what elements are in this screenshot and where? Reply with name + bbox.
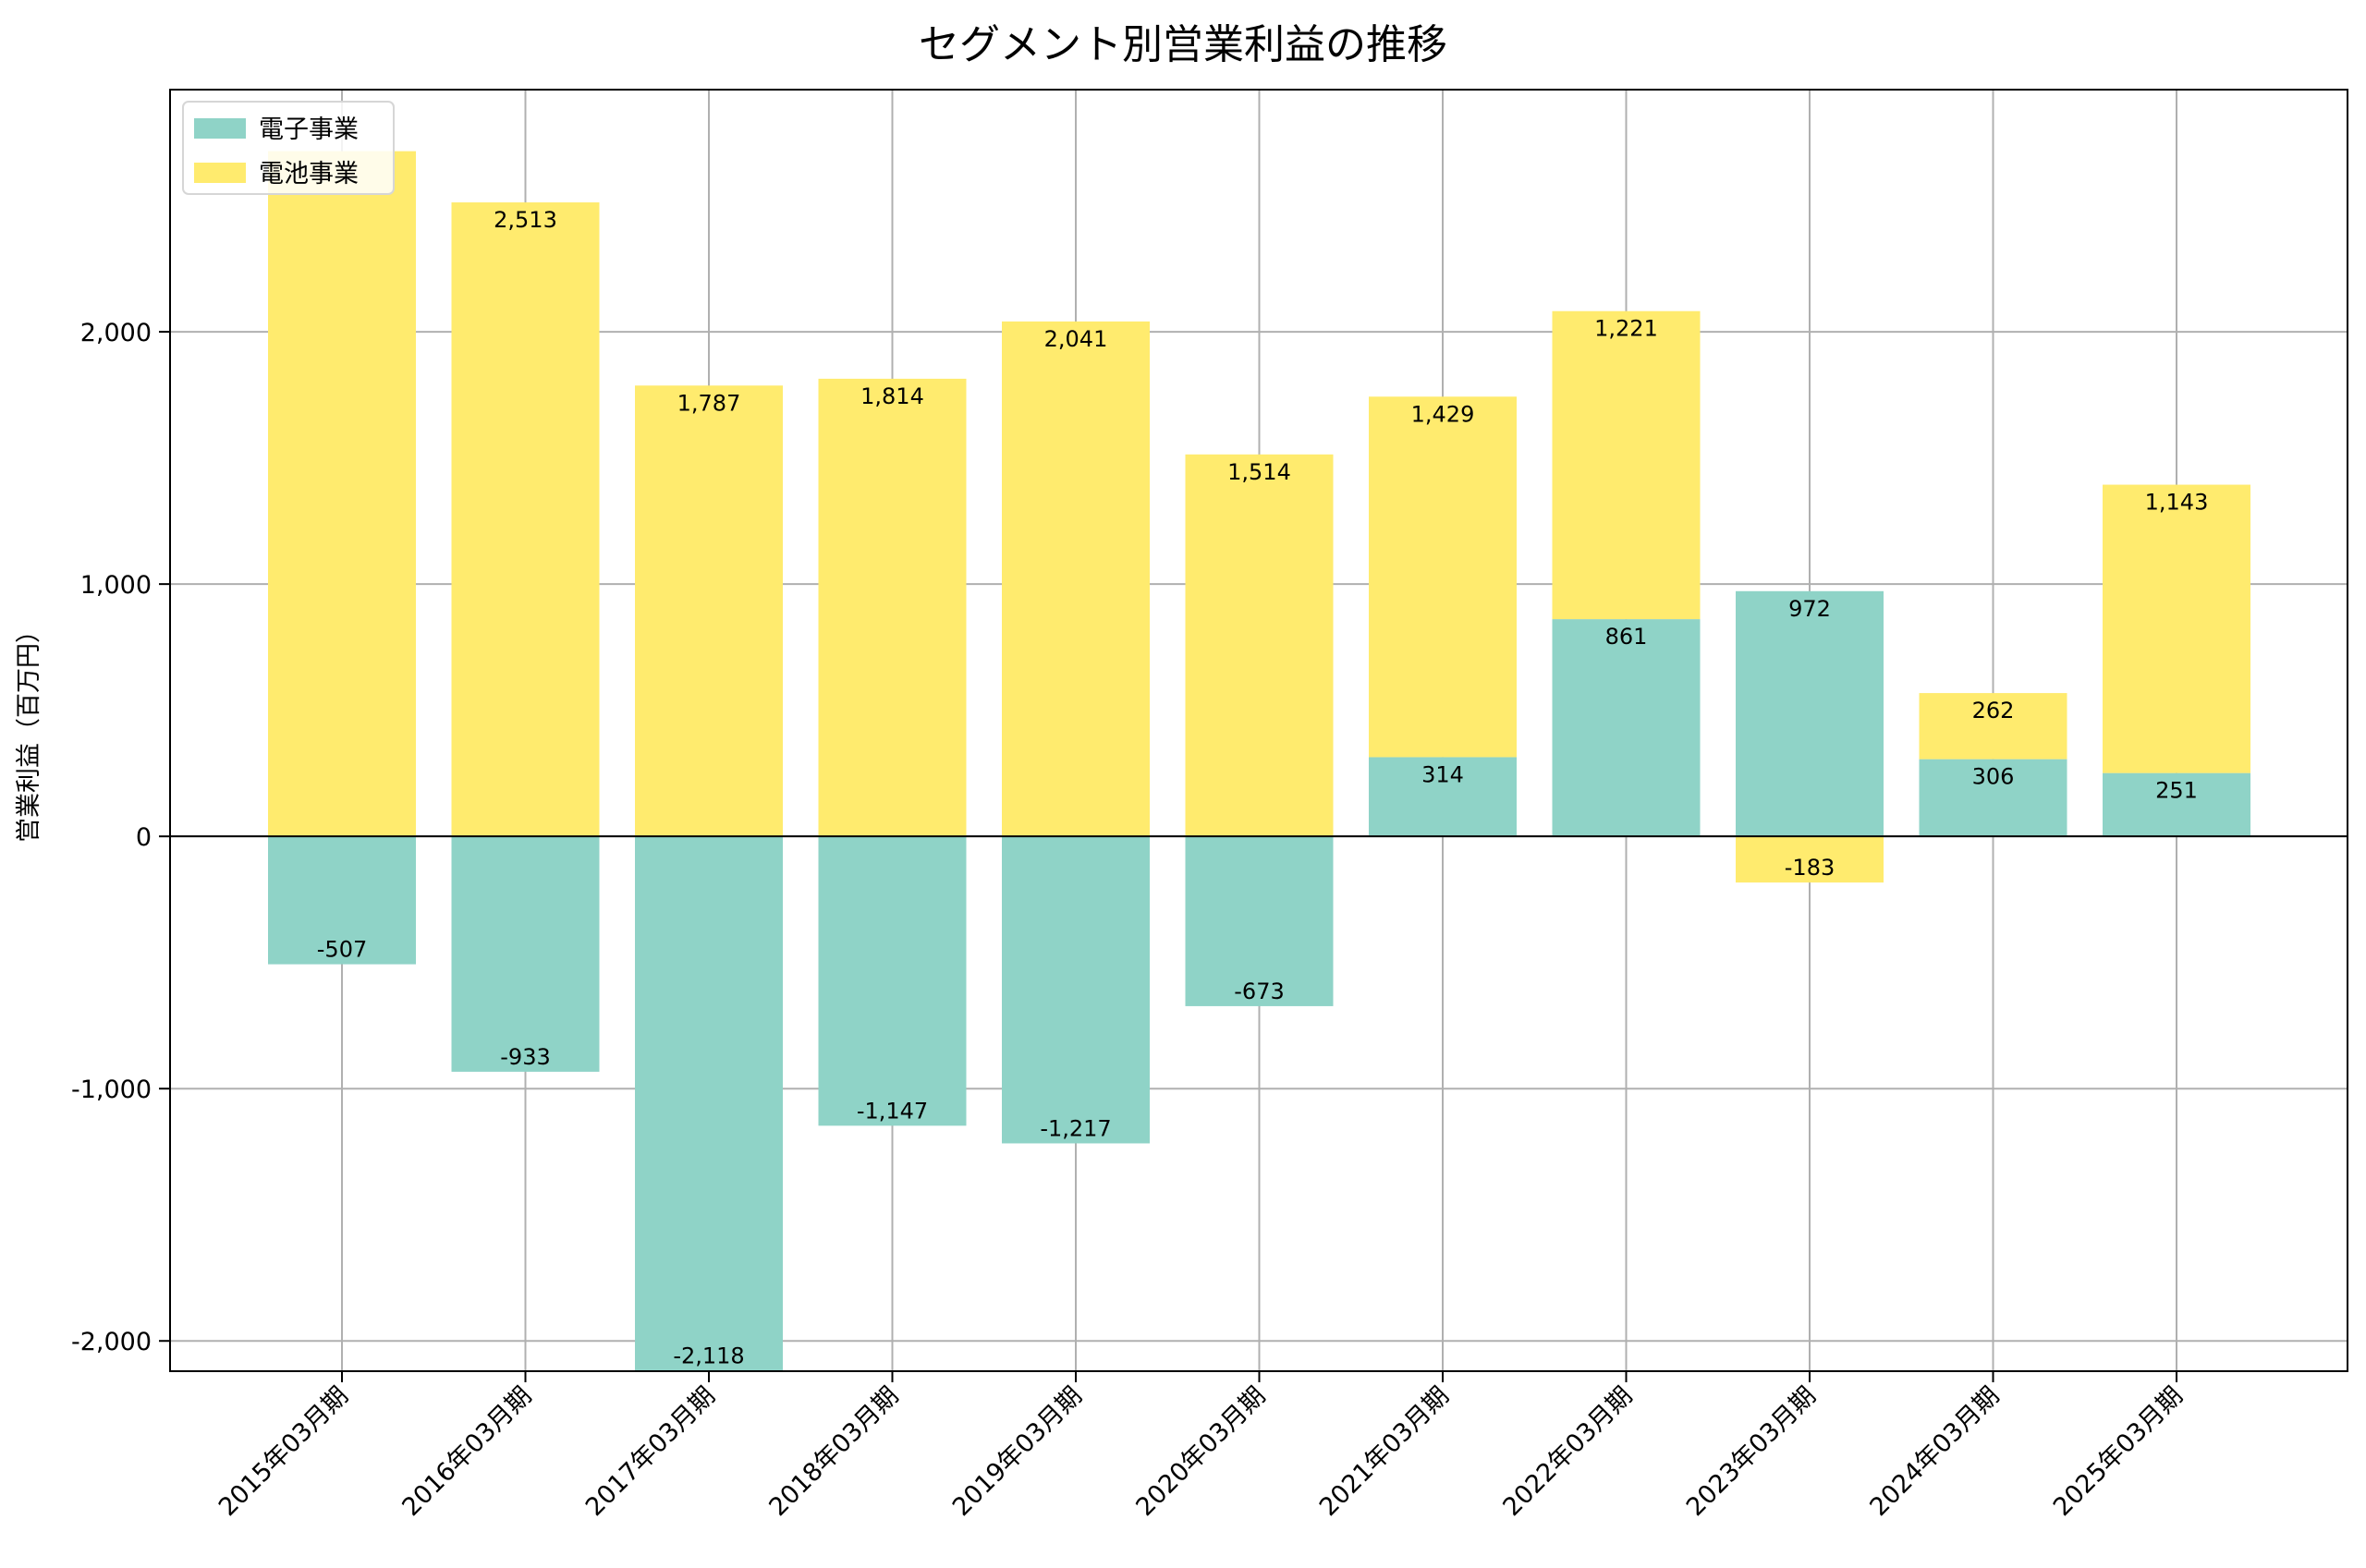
bar-label: 2,513	[494, 207, 557, 233]
legend-label: 電池事業	[259, 160, 359, 188]
bar-label: -183	[1785, 855, 1835, 881]
bar-battery-2[interactable]	[635, 385, 783, 837]
bar-label: -507	[317, 937, 367, 963]
legend-label: 電子事業	[259, 115, 359, 144]
bar-battery-1[interactable]	[451, 202, 600, 837]
x-tick-label: 2022年03月期	[1497, 1381, 1638, 1522]
x-tick-label: 2019年03月期	[947, 1381, 1088, 1522]
y-tick-label: 0	[136, 823, 152, 852]
bar-electronics-2[interactable]	[635, 836, 783, 1371]
chart-title: セグメント別営業利益の推移	[919, 21, 1447, 68]
bar-label: 1,514	[1227, 459, 1291, 485]
x-tick-label: 2015年03月期	[213, 1381, 354, 1522]
y-tick-label: 1,000	[80, 571, 152, 600]
bar-label: 1,429	[1411, 401, 1475, 427]
bar-label: -673	[1234, 978, 1284, 1004]
plot-frame	[169, 89, 2348, 1372]
legend-swatch	[194, 163, 246, 183]
bar-label: 262	[1972, 698, 2015, 723]
x-tick-label: 2017年03月期	[580, 1381, 721, 1522]
bar-label: -1,217	[1040, 1115, 1111, 1141]
bar-electronics-1[interactable]	[451, 836, 600, 1072]
bar-label: 306	[1972, 764, 2015, 790]
bar-electronics-7[interactable]	[1552, 619, 1701, 837]
x-tick-label: 2025年03月期	[2048, 1381, 2189, 1522]
x-tick-label: 2018年03月期	[763, 1381, 904, 1522]
bar-label: -2,118	[673, 1343, 744, 1368]
x-tick-label: 2016年03月期	[396, 1381, 537, 1522]
bar-battery-0[interactable]	[268, 151, 416, 837]
legend-swatch	[194, 118, 246, 139]
bar-label: -933	[500, 1044, 550, 1070]
y-tick-label: -2,000	[71, 1328, 152, 1356]
bar-battery-4[interactable]	[1002, 321, 1150, 837]
bar-battery-5[interactable]	[1185, 454, 1334, 837]
y-tick-label: 2,000	[80, 319, 152, 347]
bar-battery-9[interactable]	[1919, 693, 2067, 760]
bar-battery-10[interactable]	[2103, 484, 2250, 773]
bar-label: 314	[1421, 761, 1464, 787]
bar-label: 972	[1788, 596, 1831, 622]
y-tick-label: -1,000	[71, 1076, 152, 1104]
x-tick-label: 2023年03月期	[1681, 1381, 1822, 1522]
bar-battery-8[interactable]	[1736, 836, 1884, 883]
bar-electronics-9[interactable]	[1919, 759, 2067, 837]
bar-label: 861	[1605, 624, 1648, 650]
bar-label: 2,041	[1044, 326, 1108, 352]
bar-label: 1,143	[2145, 490, 2209, 516]
bar-label: 1,787	[677, 390, 741, 416]
y-axis-label: 営業利益（百万円）	[15, 618, 43, 843]
bar-label: 1,814	[860, 383, 924, 409]
bar-electronics-10[interactable]	[2103, 772, 2250, 837]
bar-electronics-4[interactable]	[1002, 836, 1150, 1144]
bars	[268, 151, 2250, 1371]
x-tick-label: 2020年03月期	[1130, 1381, 1271, 1522]
bar-label: 1,221	[1594, 316, 1658, 342]
bar-label: 251	[2155, 778, 2198, 804]
bar-battery-7[interactable]	[1552, 310, 1701, 620]
bar-electronics-6[interactable]	[1369, 757, 1517, 837]
bar-battery-3[interactable]	[818, 378, 967, 837]
x-tick-label: 2024年03月期	[1864, 1381, 2005, 1522]
bar-battery-6[interactable]	[1369, 396, 1517, 758]
bar-electronics-5[interactable]	[1185, 836, 1334, 1006]
bar-label: -1,147	[857, 1098, 928, 1124]
bar-electronics-8[interactable]	[1736, 590, 1884, 837]
x-tick-label: 2021年03月期	[1314, 1381, 1455, 1522]
bar-electronics-3[interactable]	[818, 836, 967, 1126]
bar-electronics-0[interactable]	[268, 836, 416, 965]
